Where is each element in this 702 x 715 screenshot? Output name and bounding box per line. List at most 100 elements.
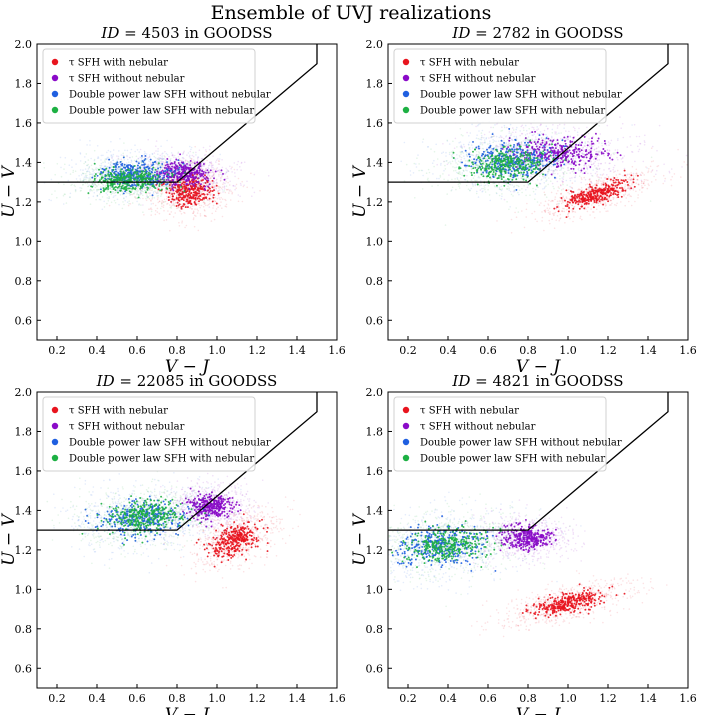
data-point bbox=[120, 168, 123, 171]
data-point bbox=[121, 190, 124, 192]
data-point bbox=[532, 126, 535, 129]
data-point bbox=[154, 209, 157, 212]
data-point bbox=[185, 183, 188, 185]
data-point bbox=[199, 213, 202, 215]
data-point bbox=[112, 190, 115, 193]
data-point bbox=[79, 169, 82, 171]
data-point bbox=[114, 174, 117, 177]
data-point bbox=[192, 161, 194, 164]
data-point bbox=[199, 215, 202, 217]
data-point bbox=[616, 190, 618, 193]
data-point bbox=[116, 179, 119, 182]
data-point bbox=[148, 154, 151, 156]
data-point bbox=[203, 200, 205, 202]
data-point bbox=[571, 210, 574, 212]
data-point bbox=[601, 198, 604, 201]
data-point bbox=[90, 157, 92, 160]
data-point bbox=[548, 199, 550, 202]
data-point bbox=[63, 168, 65, 170]
data-point bbox=[172, 154, 174, 157]
data-point bbox=[169, 164, 171, 166]
data-point bbox=[90, 189, 93, 191]
data-point bbox=[194, 160, 196, 163]
data-point bbox=[641, 185, 643, 187]
data-point bbox=[599, 188, 602, 191]
data-point bbox=[180, 213, 183, 215]
data-point bbox=[131, 190, 133, 192]
data-point bbox=[541, 216, 544, 219]
data-point bbox=[139, 175, 142, 177]
data-point bbox=[104, 160, 106, 162]
data-point bbox=[150, 167, 152, 170]
data-point bbox=[215, 161, 217, 163]
data-point bbox=[107, 156, 110, 159]
data-point bbox=[118, 203, 120, 206]
data-point bbox=[208, 180, 211, 183]
data-point bbox=[564, 164, 567, 166]
data-point bbox=[259, 189, 261, 192]
data-point bbox=[142, 211, 144, 213]
data-point bbox=[181, 203, 184, 205]
panel-title: ID = 4503 in GOODSS bbox=[100, 24, 272, 42]
data-point bbox=[220, 169, 223, 172]
data-point bbox=[201, 193, 204, 196]
data-point bbox=[579, 200, 582, 203]
data-point bbox=[165, 198, 168, 200]
data-point bbox=[201, 161, 204, 164]
data-point bbox=[617, 189, 620, 191]
data-point bbox=[148, 183, 151, 186]
data-point bbox=[148, 169, 150, 171]
data-point bbox=[590, 208, 592, 210]
data-point bbox=[110, 166, 113, 168]
data-point bbox=[144, 187, 146, 189]
data-point bbox=[152, 192, 155, 194]
data-point bbox=[164, 170, 167, 172]
data-point bbox=[596, 180, 598, 182]
data-point bbox=[213, 189, 215, 192]
data-point bbox=[132, 184, 134, 186]
data-point bbox=[231, 166, 233, 168]
data-point bbox=[225, 199, 227, 202]
data-point bbox=[602, 203, 605, 206]
data-point bbox=[176, 186, 179, 188]
data-point bbox=[196, 208, 198, 210]
data-point bbox=[163, 155, 165, 157]
data-point bbox=[229, 189, 231, 191]
data-point bbox=[603, 189, 606, 191]
data-point bbox=[202, 163, 205, 165]
data-point bbox=[150, 200, 152, 202]
data-point bbox=[133, 192, 135, 195]
data-point bbox=[190, 184, 192, 186]
data-point bbox=[123, 186, 126, 189]
data-point bbox=[149, 194, 151, 197]
data-point bbox=[627, 178, 629, 180]
data-point bbox=[548, 207, 551, 210]
data-point bbox=[561, 200, 563, 202]
data-point bbox=[227, 181, 229, 184]
data-point bbox=[193, 173, 196, 176]
data-point bbox=[636, 174, 639, 177]
data-point bbox=[144, 168, 147, 171]
data-point bbox=[156, 170, 158, 173]
panel-title-id-label: ID bbox=[100, 24, 119, 42]
data-point bbox=[213, 218, 216, 221]
data-point bbox=[89, 139, 91, 142]
data-point bbox=[182, 181, 185, 184]
data-point bbox=[187, 163, 190, 165]
x-tick-label: 0.6 bbox=[128, 344, 146, 357]
data-point bbox=[210, 193, 212, 195]
data-point bbox=[523, 226, 526, 229]
data-point bbox=[170, 190, 172, 193]
data-point bbox=[172, 170, 174, 173]
data-point bbox=[156, 180, 158, 182]
data-point bbox=[174, 212, 176, 214]
data-point bbox=[180, 162, 183, 164]
data-point bbox=[93, 172, 96, 174]
data-point bbox=[188, 155, 191, 158]
data-point bbox=[103, 176, 106, 178]
data-point bbox=[239, 195, 241, 198]
data-point bbox=[196, 189, 199, 191]
data-point bbox=[221, 215, 224, 218]
data-point bbox=[184, 191, 187, 194]
data-point bbox=[202, 206, 205, 208]
